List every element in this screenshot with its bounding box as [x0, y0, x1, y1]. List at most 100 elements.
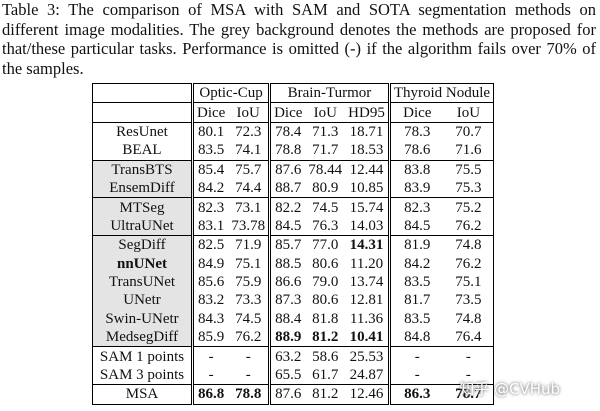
table-row: MTSeg 82.3 73.1 82.2 74.5 15.74 82.3 75.2: [92, 197, 495, 217]
column-header: IoU: [305, 102, 346, 123]
method-name: SegDiff: [92, 235, 194, 255]
metric-cell: 84.5: [404, 217, 431, 234]
metric-cell: 75.5: [443, 159, 495, 179]
metric-cell: 73.78: [228, 216, 272, 236]
method-name: UNetr: [92, 291, 194, 310]
method-name: MedsegDiff: [92, 328, 194, 347]
metric-cell: 81.9: [389, 235, 444, 255]
metric-cell: 80.6: [312, 255, 339, 272]
table-row: SAM 3 points - -65.5 61.7 24.87- -: [92, 365, 495, 385]
metric-cell: 61.7: [312, 367, 339, 384]
table-row: nnUNet 84.9 75.1 88.5 80.6 11.20 84.2 76.2: [92, 254, 495, 273]
metric-cell: 18.53: [345, 141, 391, 161]
method-name: SAM 3 points: [92, 365, 194, 385]
metric-cell: 63.2: [269, 346, 306, 366]
metric-cell: 75.2: [443, 197, 495, 217]
metric-cell: 87.6: [269, 159, 306, 179]
metric-cell: 86.6: [275, 274, 302, 291]
metric-cell: 80.9: [312, 180, 339, 197]
table-row: MedsegDiff 85.9 76.2 88.9 81.2 10.41 84.8 76.4: [92, 328, 495, 347]
metric-cell: 85.6: [198, 274, 225, 291]
metric-cell: 76.2: [443, 216, 495, 236]
metric-cell: 12.44: [345, 159, 391, 179]
metric-cell: 84.9: [198, 255, 225, 272]
metric-cell: 76.4: [443, 328, 495, 347]
metric-cell: 65.5: [275, 367, 302, 384]
metric-cell: 11.20: [345, 254, 391, 273]
metric-cell: 88.5: [275, 255, 302, 272]
metric-cell: 10.41: [345, 328, 391, 347]
table-row: Swin-UNetr 84.3 74.5 88.4 81.8 11.36 83.5 74.8: [92, 309, 495, 329]
metric-cell: 75.9: [228, 272, 272, 292]
table-row: TransBTS 85.4 75.7 87.6 78.44 12.44 83.8 75.5: [92, 159, 495, 179]
metric-cell: 88.9: [275, 329, 302, 346]
metric-cell: 76.2: [228, 328, 272, 347]
watermark: 知乎 @CVHub: [459, 380, 560, 398]
metric-cell: 82.5: [192, 235, 229, 255]
header-cell: [92, 102, 194, 123]
method-name: EnsemDiff: [92, 178, 194, 198]
metric-cell: 82.3: [192, 197, 229, 217]
table-row: UNetr 83.2 73.3 87.3 80.6 12.81 81.7 73.5: [92, 291, 495, 310]
metric-cell: 74.5: [305, 197, 346, 217]
metric-cell: 11.36: [345, 309, 391, 329]
metric-cell: 74.5: [228, 309, 272, 329]
metric-cell: 81.8: [312, 310, 339, 327]
column-header: IoU: [443, 102, 495, 123]
metric-cell: 76.3: [312, 217, 339, 234]
metric-cell: 83.9: [404, 180, 431, 197]
column-header: Dice: [269, 102, 306, 123]
metric-cell: 78.8: [228, 384, 272, 405]
method-name: BEAL: [92, 141, 194, 161]
metric-cell: 86.8: [192, 384, 229, 405]
metric-cell: 78.7: [443, 384, 495, 405]
metric-cell: 85.9: [198, 329, 225, 346]
metric-cell: 74.4: [228, 178, 272, 198]
metric-cell: 83.2: [198, 292, 225, 309]
table-row: ResUnet 80.1 72.3 78.4 71.3 18.71 78.3 70.7: [92, 121, 495, 142]
header-cell: [92, 82, 194, 103]
metric-cell: 87.3: [275, 292, 302, 309]
metric-cell: 14.31: [345, 235, 391, 255]
column-header: IoU: [228, 102, 272, 123]
metric-cell: -: [443, 365, 495, 385]
metric-cell: 71.7: [312, 142, 339, 159]
metric-cell: 73.3: [228, 291, 272, 310]
method-name: MTSeg: [92, 197, 194, 217]
group-header: Optic-Cup: [192, 82, 272, 103]
metric-cell: 78.8: [275, 142, 302, 159]
metric-cell: 71.6: [443, 141, 495, 161]
metric-cell: 84.2: [198, 180, 225, 197]
method-name: TransUNet: [92, 272, 194, 292]
metric-cell: 25.53: [345, 346, 391, 366]
metric-cell: 80.1: [192, 121, 229, 142]
metric-cell: 12.46: [345, 384, 391, 405]
metric-cell: 81.7: [404, 292, 431, 309]
metric-cell: 83.5: [404, 310, 431, 327]
metric-cell: 78.6: [404, 142, 431, 159]
metric-cell: 78.3: [389, 121, 444, 142]
metric-cell: 14.03: [345, 216, 391, 236]
metric-cell: 10.85: [345, 178, 391, 198]
group-header: Thyroid Nodule: [389, 82, 495, 103]
metric-cell: 73.5: [443, 291, 495, 310]
metric-cell: 75.3: [443, 178, 495, 198]
metric-cell: 84.2: [404, 255, 431, 272]
metric-cell: -: [414, 367, 420, 384]
metric-cell: -: [228, 346, 272, 366]
method-name: nnUNet: [92, 254, 194, 273]
metric-cell: 86.3: [389, 384, 444, 405]
table-row: BEAL 83.5 74.1 78.8 71.7 18.53 78.6 71.6: [92, 141, 495, 161]
method-name: TransBTS: [92, 159, 194, 179]
column-header: Dice: [192, 102, 229, 123]
metric-cell: 58.6: [305, 346, 346, 366]
metric-cell: 75.1: [443, 272, 495, 292]
table-row: SegDiff 82.5 71.9 85.7 77.0 14.31 81.9 74.8: [92, 235, 495, 255]
metric-cell: 84.3: [198, 310, 225, 327]
metric-cell: 81.2: [312, 329, 339, 346]
results-table: Optic-Cup Brain-Turmor Thyroid Nodule Dice I…: [92, 82, 495, 405]
metric-cell: -: [208, 367, 214, 384]
metric-cell: 74.1: [228, 141, 272, 161]
table-row: TransUNet 85.6 75.9 86.6 79.0 13.74 83.5 75.1: [92, 272, 495, 292]
